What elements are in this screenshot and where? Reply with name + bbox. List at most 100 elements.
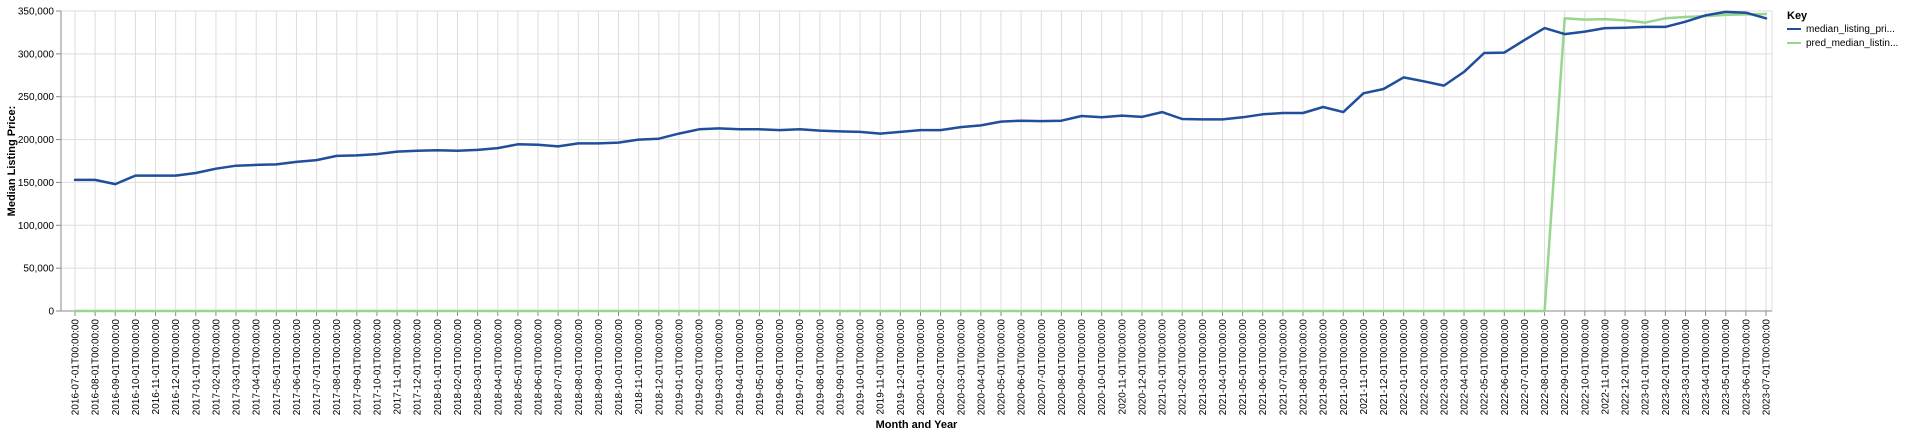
x-tick-label: 2018-12-01T00:00:00 [654,319,665,416]
x-tick-label: 2021-09-01T00:00:00 [1319,319,1330,416]
series-line-median-listing-price [73,10,1768,186]
x-tick-label: 2022-07-01T00:00:00 [1520,319,1531,416]
x-tick-label: 2017-02-01T00:00:00 [211,319,222,416]
x-tick-label: 2021-08-01T00:00:00 [1298,319,1309,416]
x-tick-label: 2020-11-01T00:00:00 [1117,319,1128,415]
x-tick-label: 2016-08-01T00:00:00 [91,319,102,416]
legend-label: pred_median_listin... [1806,38,1898,49]
series-lines [73,10,1768,313]
x-tick-label: 2017-03-01T00:00:00 [232,319,243,416]
x-tick-label: 2018-04-01T00:00:00 [493,319,504,416]
x-tick-label: 2021-05-01T00:00:00 [1238,319,1249,416]
x-tick-label: 2022-12-01T00:00:00 [1621,319,1632,416]
x-tick-label: 2019-09-01T00:00:00 [835,319,846,416]
x-tick-label: 2017-01-01T00:00:00 [191,319,202,416]
y-tick-label: 300,000 [18,49,55,60]
x-tick-label: 2020-03-01T00:00:00 [956,319,967,416]
y-tick-label: 0 [48,307,54,318]
x-tick-label: 2021-02-01T00:00:00 [1178,319,1189,416]
x-tick-label: 2021-01-01T00:00:00 [1158,319,1169,416]
x-tick-label: 2018-09-01T00:00:00 [594,319,605,416]
x-tick-label: 2020-09-01T00:00:00 [1077,319,1088,416]
x-tick-label: 2019-01-01T00:00:00 [674,319,685,416]
x-tick-label: 2017-12-01T00:00:00 [413,319,424,416]
x-tick-label: 2019-03-01T00:00:00 [715,319,726,416]
x-tick-label: 2016-10-01T00:00:00 [131,319,142,416]
x-tick-label: 2017-11-01T00:00:00 [393,319,404,415]
legend: Key median_listing_pri... pred_median_lis… [1787,10,1898,49]
x-tick-label: 2019-08-01T00:00:00 [815,319,826,416]
x-tick-label: 2020-10-01T00:00:00 [1097,319,1108,416]
legend-items: median_listing_pri... pred_median_listin.… [1787,24,1898,49]
x-tick-label: 2018-08-01T00:00:00 [574,319,585,416]
x-tick-label: 2019-11-01T00:00:00 [876,319,887,415]
x-tick-label: 2018-03-01T00:00:00 [473,319,484,416]
x-tick-label: 2021-10-01T00:00:00 [1339,319,1350,416]
x-tick-label: 2019-04-01T00:00:00 [735,319,746,416]
x-tick-label: 2020-02-01T00:00:00 [936,319,947,416]
x-tick-label: 2021-07-01T00:00:00 [1278,319,1289,416]
x-tick-label: 2017-06-01T00:00:00 [292,319,303,416]
x-tick-label: 2022-04-01T00:00:00 [1460,319,1471,416]
x-tick-label: 2017-08-01T00:00:00 [332,319,343,416]
legend-label: median_listing_pri... [1806,24,1895,35]
x-tick-label: 2022-08-01T00:00:00 [1540,319,1551,416]
x-tick-label: 2018-01-01T00:00:00 [433,319,444,416]
y-axis: 0 50,000 100,000 150,000 200,000 250,000 300,0… [18,7,62,318]
x-tick-label: 2020-04-01T00:00:00 [976,319,987,416]
x-tick-label: 2017-04-01T00:00:00 [252,319,263,416]
y-axis-title: Median Listing Price: [6,106,18,217]
x-tick-label: 2020-07-01T00:00:00 [1037,319,1048,416]
y-tick-label: 150,000 [18,178,55,189]
y-tick-label: 50,000 [23,264,54,275]
y-tick-label: 250,000 [18,92,55,103]
x-tick-label: 2022-11-01T00:00:00 [1600,319,1611,415]
x-tick-label: 2018-06-01T00:00:00 [534,319,545,416]
y-tick-label: 100,000 [18,221,55,232]
x-tick-label: 2020-12-01T00:00:00 [1137,319,1148,416]
x-tick-label: 2018-05-01T00:00:00 [513,319,524,416]
x-tick-label: 2022-09-01T00:00:00 [1560,319,1571,416]
x-tick-label: 2022-01-01T00:00:00 [1399,319,1410,416]
x-tick-label: 2016-07-01T00:00:00 [71,319,82,416]
x-tick-label: 2017-09-01T00:00:00 [352,319,363,416]
x-tick-label: 2019-05-01T00:00:00 [755,319,766,416]
x-tick-label: 2023-03-01T00:00:00 [1681,319,1692,416]
x-tick-label: 2022-05-01T00:00:00 [1480,319,1491,416]
x-tick-label: 2023-04-01T00:00:00 [1701,319,1712,416]
x-tick-label: 2021-06-01T00:00:00 [1258,319,1269,416]
x-tick-label: 2017-05-01T00:00:00 [272,319,283,416]
x-tick-label: 2019-06-01T00:00:00 [775,319,786,416]
x-tick-label: 2020-01-01T00:00:00 [916,319,927,416]
x-tick-label: 2021-03-01T00:00:00 [1198,319,1209,416]
x-tick-label: 2022-06-01T00:00:00 [1500,319,1511,416]
x-tick-label: 2018-02-01T00:00:00 [453,319,464,416]
x-tick-label: 2021-12-01T00:00:00 [1379,319,1390,416]
y-tick-label: 350,000 [18,7,55,18]
x-tick-label: 2018-11-01T00:00:00 [634,319,645,415]
x-tick-label: 2018-10-01T00:00:00 [614,319,625,416]
x-tick-label: 2022-10-01T00:00:00 [1580,319,1591,416]
x-tick-label: 2019-02-01T00:00:00 [695,319,706,416]
x-tick-label: 2018-07-01T00:00:00 [554,319,565,416]
x-axis-title: Month and Year [876,419,958,431]
x-tick-label: 2023-05-01T00:00:00 [1721,319,1732,416]
series-line-pred-median-listing-price [73,12,1768,313]
x-axis: 2016-07-01T00:00:00 2016-08-01T00:00:00 20… [61,310,1773,416]
x-tick-label: 2017-10-01T00:00:00 [372,319,383,416]
x-tick-label: 2023-06-01T00:00:00 [1741,319,1752,416]
x-tick-label: 2023-02-01T00:00:00 [1661,319,1672,416]
x-tick-label: 2022-03-01T00:00:00 [1439,319,1450,416]
legend-title: Key [1787,10,1808,22]
x-tick-label: 2019-07-01T00:00:00 [795,319,806,416]
x-tick-label: 2023-07-01T00:00:00 [1762,319,1773,416]
x-tick-label: 2020-05-01T00:00:00 [997,319,1008,416]
y-tick-label: 200,000 [18,135,55,146]
x-tick-label: 2019-10-01T00:00:00 [856,319,867,416]
x-tick-label: 2016-09-01T00:00:00 [111,319,122,416]
x-tick-label: 2019-12-01T00:00:00 [896,319,907,416]
x-tick-label: 2022-02-01T00:00:00 [1419,319,1430,416]
x-tick-label: 2017-07-01T00:00:00 [312,319,323,416]
x-tick-label: 2023-01-01T00:00:00 [1641,319,1652,416]
